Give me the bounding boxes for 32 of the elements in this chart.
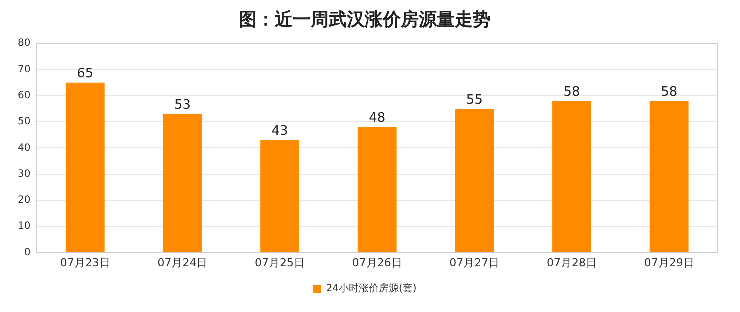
x-tick-label: 07月25日	[255, 256, 306, 270]
x-tick-label: 07月24日	[158, 256, 208, 270]
y-tick-label: 20	[18, 195, 31, 206]
x-tick-label: 07月28日	[547, 256, 598, 270]
data-label: 55	[466, 92, 483, 108]
y-tick-label: 30	[18, 168, 31, 180]
y-tick-label: 70	[18, 64, 31, 76]
y-tick-label: 80	[18, 38, 31, 50]
bar	[66, 82, 105, 252]
bar	[552, 101, 592, 252]
y-tick-label: 60	[18, 90, 31, 102]
data-label: 48	[369, 111, 386, 126]
data-label: 58	[564, 85, 580, 100]
legend-label: 24小时涨价房源(套)	[326, 282, 417, 295]
x-tick-label: 07月29日	[644, 256, 694, 270]
data-label: 58	[661, 85, 678, 100]
data-label: 65	[77, 66, 94, 82]
x-tick-label: 07月26日	[352, 256, 402, 270]
y-tick-label: 10	[18, 221, 31, 232]
bar	[455, 108, 494, 252]
bar	[163, 114, 202, 252]
data-label: 53	[174, 98, 191, 114]
data-label: 43	[272, 124, 288, 140]
bar	[358, 127, 397, 252]
x-tick-label: 07月27日	[450, 256, 500, 270]
bar	[260, 140, 300, 252]
bar	[650, 101, 689, 252]
y-tick-label: 40	[18, 142, 31, 154]
chart-title: 图：近一周武汉涨价房源量走势	[239, 9, 491, 30]
y-tick-label: 50	[18, 116, 31, 128]
y-tick-label: 0	[24, 247, 31, 258]
x-tick-label: 07月23日	[60, 256, 110, 270]
